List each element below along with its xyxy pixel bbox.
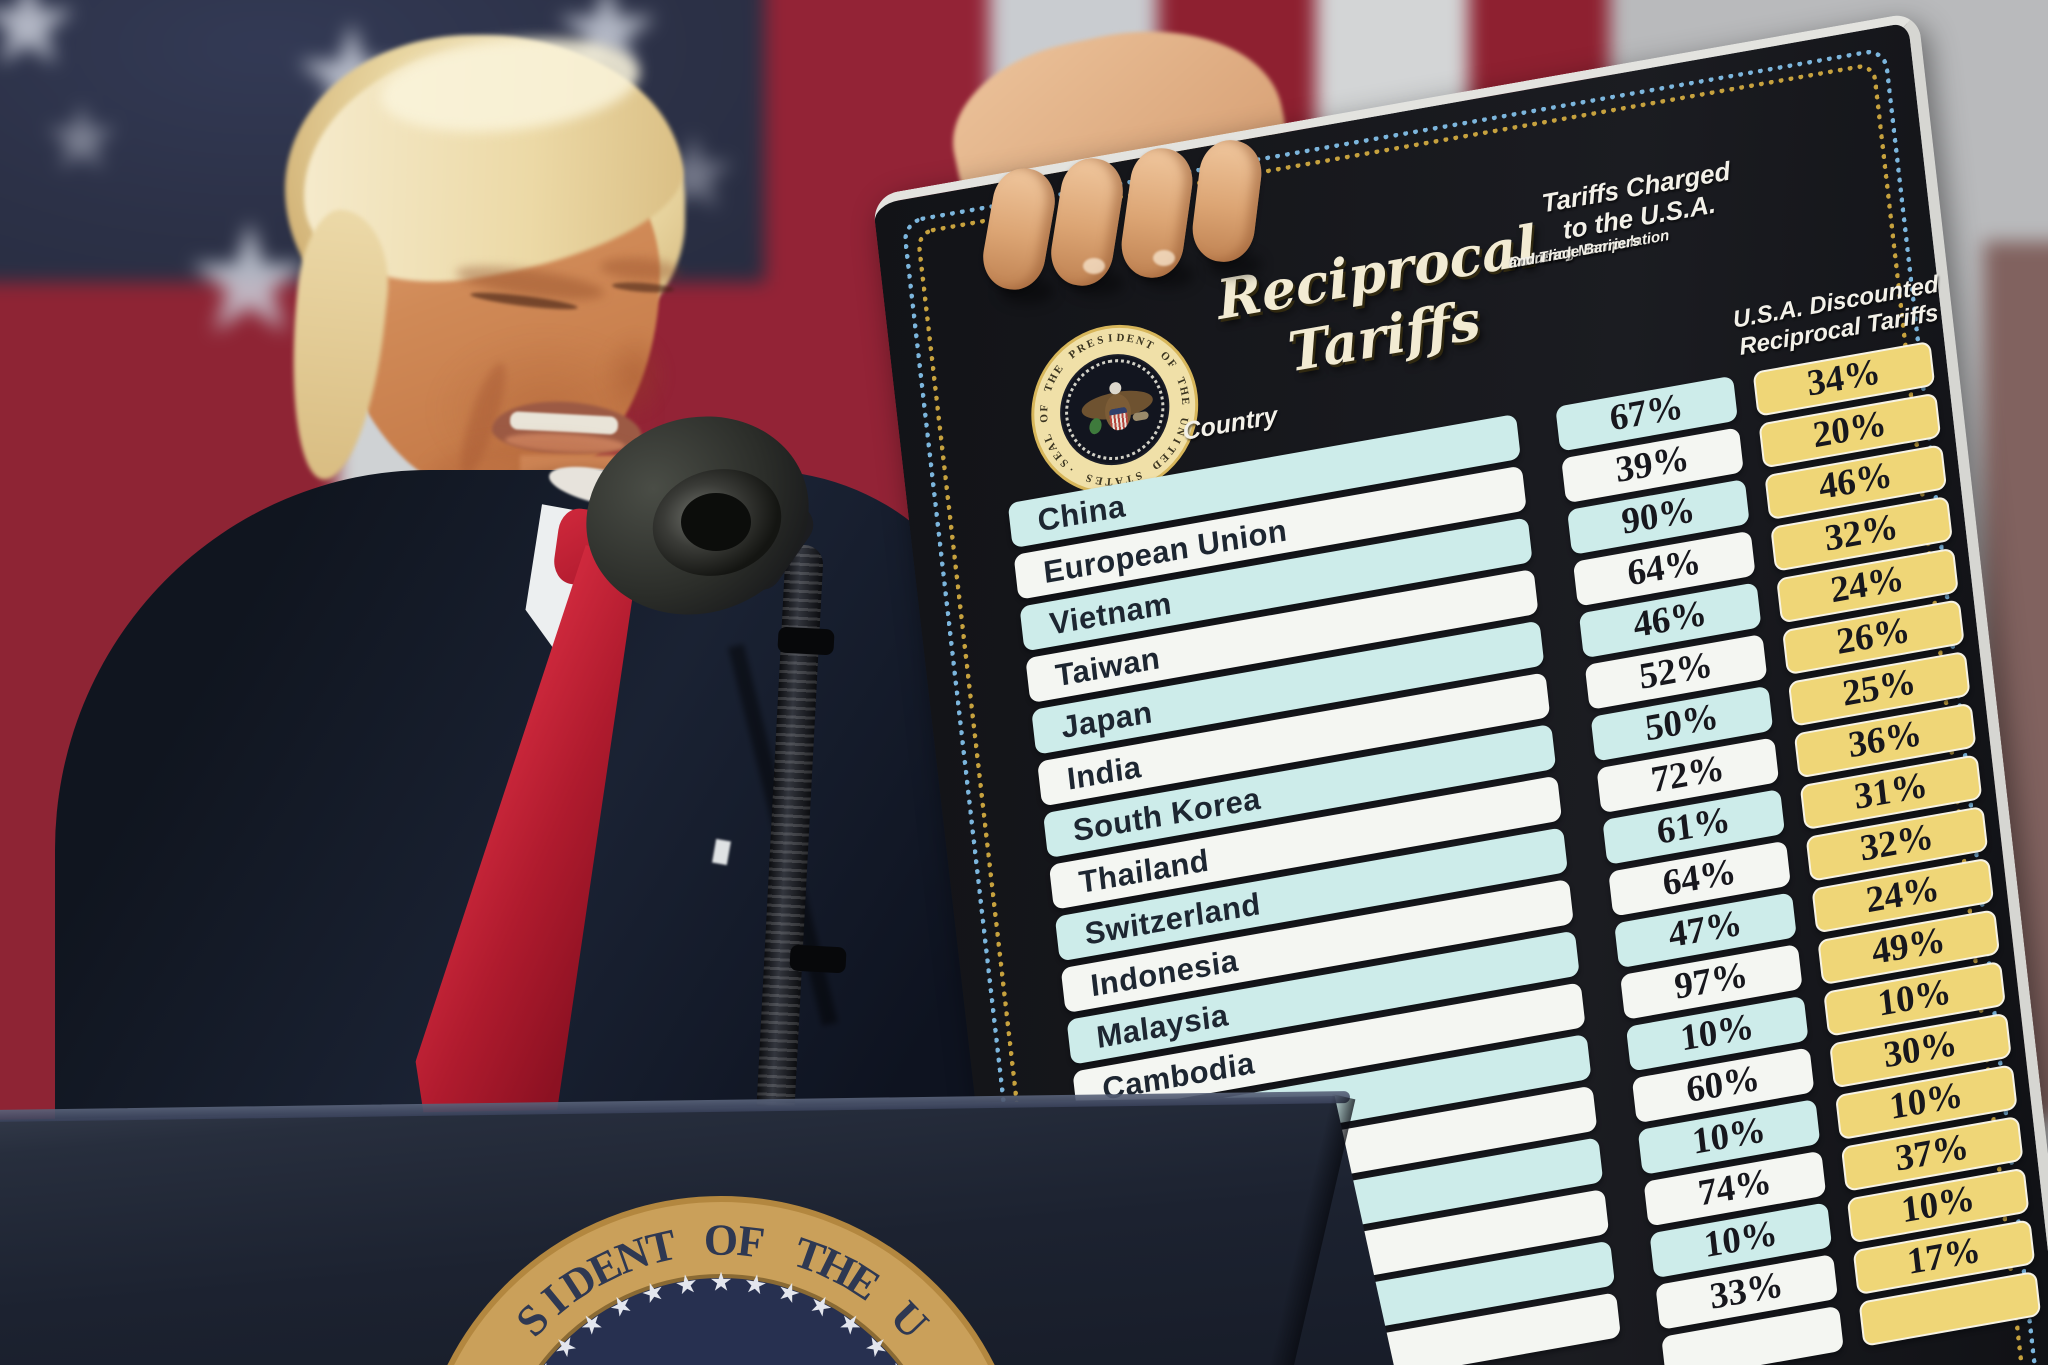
arc-letter: ★ <box>832 1304 869 1343</box>
arc-letter: ★ <box>637 1274 669 1311</box>
arc-letter: ★ <box>880 1354 918 1365</box>
microphone-collar <box>777 626 835 656</box>
microphone-collar <box>789 944 847 974</box>
arc-letter: ★ <box>524 1354 563 1365</box>
speaker-nose-shading <box>600 330 670 420</box>
arc-letter: ★ <box>858 1327 896 1365</box>
arc-letter: ★ <box>773 1274 805 1311</box>
microphone-capsule-core <box>681 493 751 551</box>
arc-letter: ★ <box>803 1286 839 1325</box>
podium-seal-stars: ★★★★★★★★★★★★★ <box>421 1202 1021 1365</box>
arc-letter: ★ <box>672 1267 701 1301</box>
fingernail <box>1083 258 1105 274</box>
arc-letter: ★ <box>573 1304 610 1343</box>
arc-letter: ★ <box>709 1266 733 1297</box>
arc-letter: ★ <box>603 1286 639 1325</box>
arc-letter: O <box>703 1215 739 1265</box>
arc-letter: ★ <box>741 1267 770 1301</box>
fingernail <box>1153 250 1175 266</box>
arc-letter: ★ <box>546 1327 584 1365</box>
